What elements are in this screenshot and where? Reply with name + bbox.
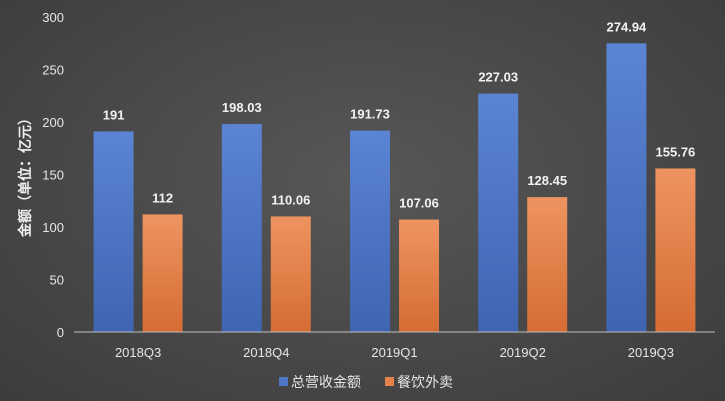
x-tick-label: 2019Q2 [500, 345, 546, 360]
legend-label: 总营收金额 [291, 375, 361, 391]
data-label: 227.03 [478, 70, 518, 85]
bar-food-delivery [527, 197, 568, 332]
data-label: 110.06 [271, 192, 310, 207]
data-label: 274.94 [607, 19, 648, 34]
bar-revenue [478, 93, 519, 332]
data-label: 107.06 [399, 196, 439, 211]
data-label: 191 [103, 107, 125, 122]
bar-food-delivery [399, 219, 439, 332]
bar-food-delivery [270, 216, 311, 332]
x-tick-label: 2018Q3 [115, 345, 161, 360]
data-label: 112 [152, 190, 173, 205]
y-tick-label: 200 [42, 115, 64, 130]
data-label: 198.03 [222, 100, 262, 115]
bar-food-delivery [655, 168, 696, 332]
y-tick-label: 100 [42, 220, 64, 235]
y-tick-label: 250 [42, 63, 64, 78]
bar-revenue [350, 130, 390, 332]
data-label: 155.76 [656, 144, 696, 159]
bar-revenue [606, 43, 647, 333]
data-label: 128.45 [527, 173, 567, 188]
y-axis-label: 金额（单位：亿元） [17, 111, 34, 238]
y-tick-label: 150 [42, 168, 64, 183]
y-tick-label: 0 [57, 325, 64, 340]
legend-swatch [279, 377, 288, 386]
bar-revenue [93, 131, 134, 332]
legend-label: 餐饮外卖 [397, 375, 453, 391]
x-tick-label: 2018Q4 [243, 345, 289, 360]
bar-revenue [221, 124, 262, 332]
legend-swatch [385, 377, 394, 386]
bar-food-delivery [142, 214, 183, 332]
x-tick-label: 2019Q1 [371, 345, 417, 360]
y-tick-label: 50 [50, 273, 64, 288]
x-tick-label: 2019Q3 [628, 345, 674, 360]
y-tick-label: 300 [42, 10, 64, 25]
data-label: 191.73 [350, 107, 390, 122]
